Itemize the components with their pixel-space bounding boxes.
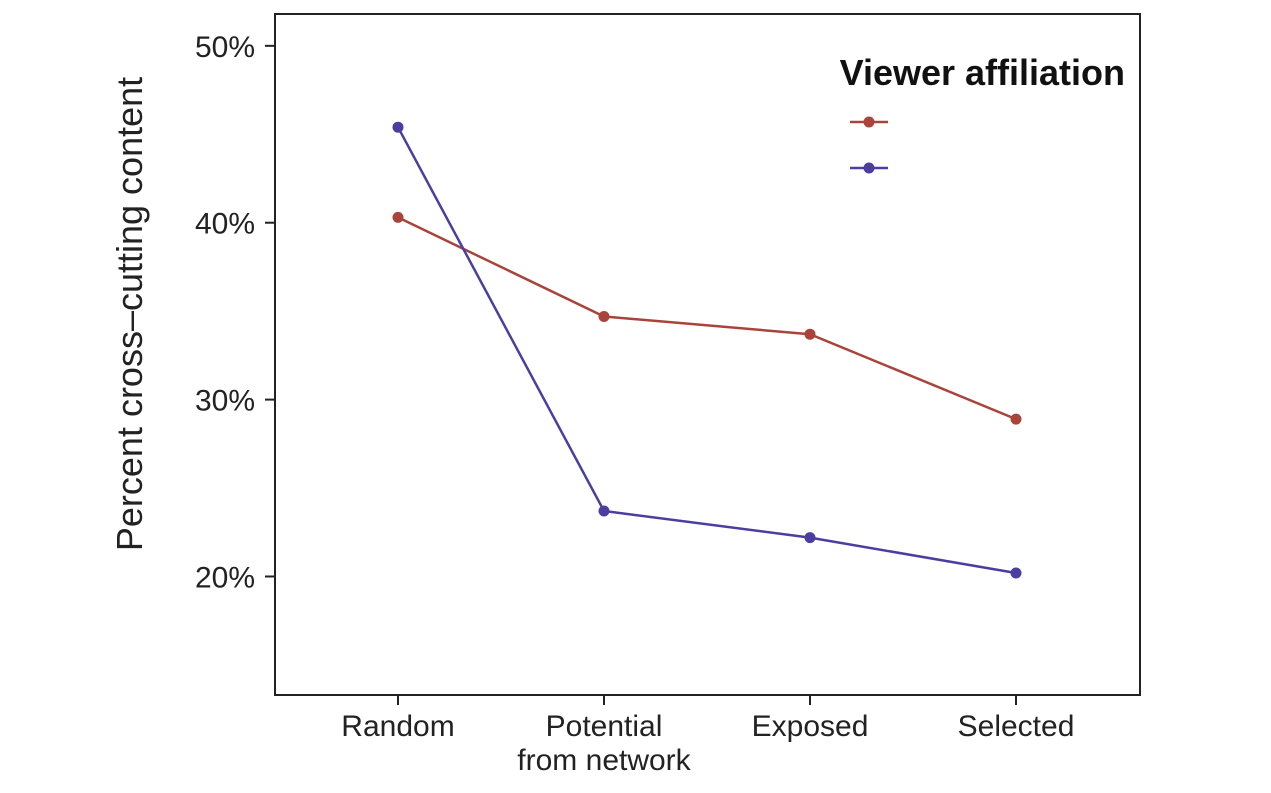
y-tick-label: 50% (195, 31, 255, 64)
x-tick-label-line: Random (341, 710, 454, 743)
y-tick-label: 20% (195, 561, 255, 594)
legend-key-2 (850, 162, 888, 174)
y-tick-label: 40% (195, 208, 255, 241)
series-layer (392, 121, 1022, 579)
legend-title: Viewer affiliation (840, 52, 1125, 93)
data-point (392, 121, 404, 133)
x-tick-label: Potential from network (517, 710, 691, 777)
series-2 (392, 121, 1022, 579)
legend-keys (850, 116, 888, 174)
x-tick-label-line: from network (517, 744, 691, 777)
y-tick-label: 30% (195, 385, 255, 418)
data-point (1010, 413, 1022, 425)
x-tick-label-line: Selected (958, 710, 1075, 743)
plot-panel (274, 13, 1141, 696)
x-axis: Random Potential from network Exposed Select… (341, 695, 1074, 777)
x-tick-label: Selected (958, 710, 1075, 743)
series-line (397, 216, 1017, 421)
legend-key-point (863, 162, 875, 174)
data-point (1010, 567, 1022, 579)
legend: Viewer affiliation (840, 52, 1125, 174)
legend-key-1 (850, 116, 888, 128)
data-point (598, 505, 610, 517)
x-tick-label-line: Exposed (752, 710, 869, 743)
series-line (396, 126, 1017, 575)
data-point (804, 328, 816, 340)
y-axis: 20% 30% 40% 50% (195, 31, 275, 594)
data-point (804, 532, 816, 544)
x-tick-label: Exposed (752, 710, 869, 743)
y-axis-title: Percent cross–cutting content (109, 77, 150, 551)
x-tick-label-line: Potential (546, 710, 663, 743)
data-point (392, 211, 404, 223)
x-tick-label: Random (341, 710, 454, 743)
series-1 (392, 211, 1022, 425)
legend-key-point (863, 116, 875, 128)
data-point (598, 311, 610, 322)
